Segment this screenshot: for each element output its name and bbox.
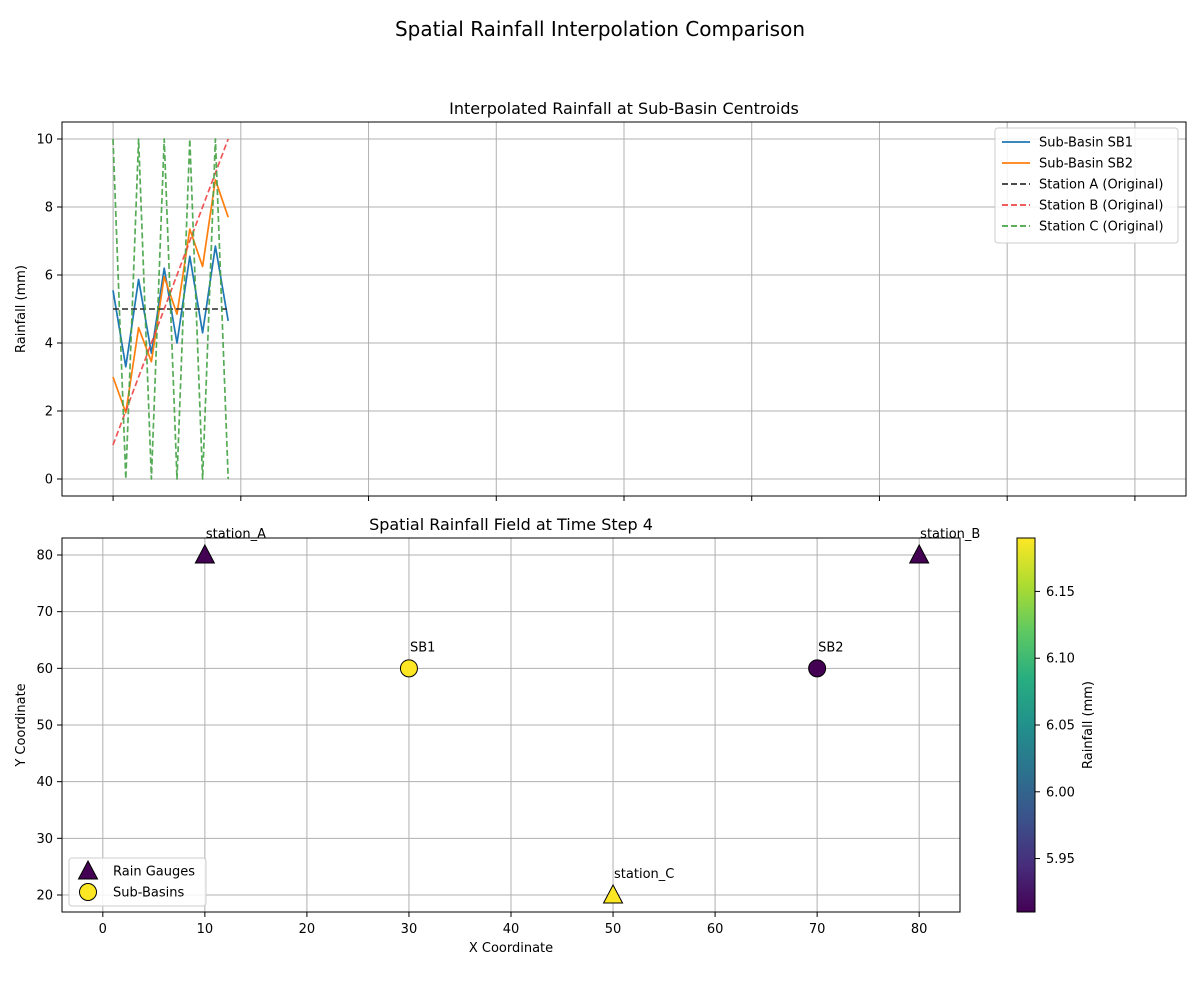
subbasin-marker-0 (399, 659, 418, 678)
bottom-x-tick-label: 20 (299, 922, 316, 937)
colorbar-tick-label: 6.00 (1046, 785, 1075, 800)
top-chart-title: Interpolated Rainfall at Sub-Basin Centr… (449, 99, 799, 118)
colorbar-gradient (1016, 537, 1036, 913)
bottom-y-tick-label: 30 (36, 832, 53, 847)
gauge-label-2: station_C (614, 867, 674, 882)
bottom-x-tick-label: 80 (911, 922, 928, 937)
bottom-x-tick-label: 50 (605, 922, 622, 937)
bottom-y-tick-label: 80 (36, 549, 53, 564)
bottom-x-tick-label: 60 (707, 922, 724, 937)
top-axes-frame (61, 121, 1187, 497)
colorbar-tick-label: 6.05 (1046, 719, 1075, 734)
legend-label-2: Station A (Original) (1039, 178, 1163, 193)
bottom-x-tick-label: 70 (809, 922, 826, 937)
gauge-marker-0 (194, 543, 216, 564)
top-y-axis-label: Rainfall (mm) (14, 265, 29, 353)
bottom-legend-label-0: Rain Gauges (113, 865, 195, 880)
bottom-y-axis-label: Y Coordinate (14, 683, 29, 767)
bottom-x-tick-label: 40 (503, 922, 520, 937)
top-y-tick-label: 6 (45, 269, 53, 284)
bottom-axes-frame (61, 537, 961, 913)
legend-label-1: Sub-Basin SB2 (1039, 157, 1133, 172)
bottom-chart-title: Spatial Rainfall Field at Time Step 4 (369, 515, 653, 534)
gauge-label-1: station_B (920, 527, 980, 542)
bottom-legend-label-1: Sub-Basins (113, 886, 184, 901)
gauge-marker-2 (602, 883, 624, 904)
top-y-tick-label: 10 (36, 133, 53, 148)
bottom-y-tick-label: 60 (36, 662, 53, 677)
bottom-chart: 0 10 20 30 40 50 60 70 80 20 30 40 50 60 70 80 station_A… (14, 515, 980, 956)
top-y-tick-label: 0 (45, 473, 53, 488)
top-chart: 0 2 4 6 8 10 Interpolated Rainfall at Sub-Basi… (14, 99, 1187, 501)
bottom-x-tick-label: 30 (401, 922, 418, 937)
bottom-legend-box (68, 857, 207, 907)
top-legend-box (994, 127, 1179, 244)
series-line-4 (112, 138, 230, 480)
legend-label-4: Station C (Original) (1039, 220, 1164, 235)
bottom-y-tick-label: 40 (36, 775, 53, 790)
legend-label-3: Station B (Original) (1039, 199, 1163, 214)
colorbar-tick-label: 6.15 (1046, 585, 1075, 600)
top-y-tick-label: 8 (45, 201, 53, 216)
legend-marker-0 (77, 859, 99, 880)
bottom-y-tick-label: 50 (36, 719, 53, 734)
top-y-tick-label: 2 (45, 405, 53, 420)
top-y-tick-label: 4 (45, 337, 53, 352)
figure-title: Spatial Rainfall Interpolation Compariso… (395, 17, 805, 41)
colorbar-tick-label: 6.10 (1046, 652, 1075, 667)
colorbar-label: Rainfall (mm) (1081, 681, 1096, 769)
bottom-y-tick-label: 20 (36, 889, 53, 904)
subbasin-label-0: SB1 (410, 640, 435, 655)
legend-marker-1 (79, 883, 97, 901)
legend-label-0: Sub-Basin SB1 (1039, 136, 1133, 151)
gauge-marker-1 (908, 543, 930, 564)
subbasin-marker-1 (808, 659, 827, 678)
colorbar: 5.95 6.00 6.05 6.10 6.15 Rainfall (mm) (1016, 537, 1096, 913)
gauge-label-0: station_A (206, 527, 266, 542)
bottom-x-tick-label: 0 (99, 922, 107, 937)
bottom-y-tick-label: 70 (36, 605, 53, 620)
bottom-x-tick-label: 10 (197, 922, 214, 937)
subbasin-label-1: SB2 (818, 640, 843, 655)
colorbar-tick-label: 5.95 (1046, 852, 1075, 867)
bottom-x-axis-label: X Coordinate (469, 941, 553, 956)
